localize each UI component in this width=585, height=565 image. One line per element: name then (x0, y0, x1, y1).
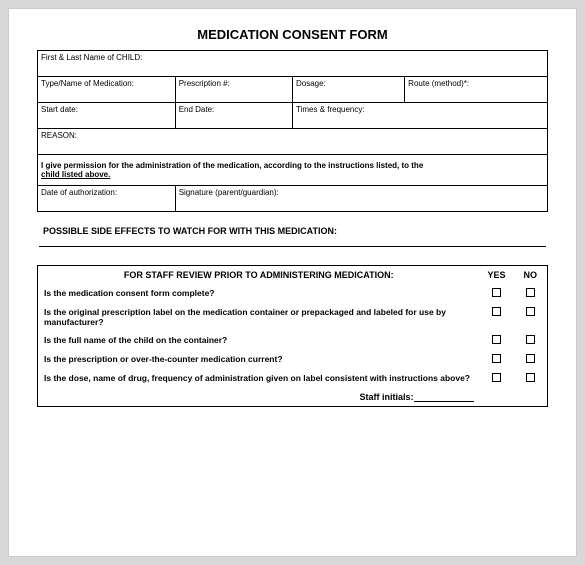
staff-initials-line[interactable] (414, 401, 474, 402)
field-end-date[interactable]: End Date: (175, 103, 292, 129)
field-signature[interactable]: Signature (parent/guardian): (175, 186, 547, 212)
divider-line (39, 246, 546, 247)
consent-statement: I give permission for the administration… (38, 155, 548, 186)
checkbox-q5-no[interactable] (526, 373, 535, 382)
question-4: Is the prescription or over-the-counter … (38, 350, 480, 369)
consent-text-1: I give permission for the administration… (41, 161, 423, 170)
form-title: MEDICATION CONSENT FORM (37, 27, 548, 42)
field-child-name[interactable]: First & Last Name of CHILD: (38, 51, 548, 77)
checkbox-q4-no[interactable] (526, 354, 535, 363)
staff-initials-cell: Staff initials: (38, 388, 480, 407)
field-rx-num[interactable]: Prescription #: (175, 77, 292, 103)
checkbox-q5-yes[interactable] (492, 373, 501, 382)
field-dosage[interactable]: Dosage: (292, 77, 404, 103)
question-2: Is the original prescription label on th… (38, 303, 480, 331)
staff-review-table: FOR STAFF REVIEW PRIOR TO ADMINISTERING … (37, 265, 548, 407)
question-3: Is the full name of the child on the con… (38, 331, 480, 350)
question-5: Is the dose, name of drug, frequency of … (38, 369, 480, 388)
checkbox-q3-no[interactable] (526, 335, 535, 344)
field-reason[interactable]: REASON: (38, 129, 548, 155)
checkbox-q1-no[interactable] (526, 288, 535, 297)
checkbox-q3-yes[interactable] (492, 335, 501, 344)
consent-text-2: child listed above. (41, 170, 110, 179)
col-yes: YES (480, 266, 514, 285)
field-times-freq[interactable]: Times & frequency: (292, 103, 547, 129)
side-effects-heading: POSSIBLE SIDE EFFECTS TO WATCH FOR WITH … (43, 226, 548, 236)
field-route[interactable]: Route (method)*: (405, 77, 548, 103)
consent-table: First & Last Name of CHILD: Type/Name of… (37, 50, 548, 212)
checkbox-q2-no[interactable] (526, 307, 535, 316)
checkbox-q1-yes[interactable] (492, 288, 501, 297)
document-page: MEDICATION CONSENT FORM First & Last Nam… (8, 8, 577, 557)
staff-initials-label: Staff initials: (359, 392, 413, 402)
col-no: NO (514, 266, 548, 285)
field-auth-date[interactable]: Date of authorization: (38, 186, 176, 212)
checkbox-q2-yes[interactable] (492, 307, 501, 316)
question-1: Is the medication consent form complete? (38, 284, 480, 303)
checkbox-q4-yes[interactable] (492, 354, 501, 363)
review-header: FOR STAFF REVIEW PRIOR TO ADMINISTERING … (38, 266, 480, 285)
field-start-date[interactable]: Start date: (38, 103, 176, 129)
field-med-type[interactable]: Type/Name of Medication: (38, 77, 176, 103)
